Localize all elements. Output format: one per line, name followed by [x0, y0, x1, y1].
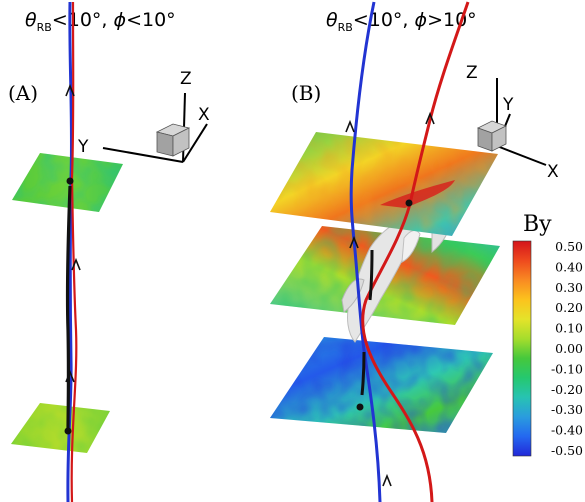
colorbar-tick-label: 0.00 — [555, 341, 583, 356]
colorbar-tick-label: -0.40 — [551, 423, 583, 438]
theta-symbol: θ — [25, 9, 37, 31]
theta-condition: <10°, — [353, 9, 415, 31]
colorbar-ramp — [512, 240, 532, 457]
panel-b-arrow-2 — [425, 111, 435, 125]
phi-condition: <10° — [126, 9, 176, 31]
panel-b-red-field-line — [361, 1, 470, 502]
phi-condition: >10° — [427, 9, 477, 31]
axis-label-z: Z — [180, 69, 192, 89]
colorbar: By 0.50 0.40 0.30 0.20 0.10 0.00 -0.10 -0.20 -0.… — [512, 212, 583, 458]
theta-subscript: RB — [37, 21, 52, 34]
panel-b-arrow-3 — [349, 235, 359, 249]
theta-symbol: θ — [326, 9, 338, 31]
phi-symbol: ϕ — [114, 9, 127, 31]
panel-b-label: (B) — [291, 81, 321, 105]
phi-symbol: ϕ — [415, 9, 428, 31]
panel-b-title: θRB<10°, ϕ>10° — [326, 9, 477, 34]
colorbar-tick-label: 0.20 — [555, 300, 583, 315]
panel-a-red-field-line — [70, 1, 78, 502]
panel-b-axes-triad: Z Y X — [466, 63, 559, 182]
panel-a-title: θRB<10°, ϕ<10° — [25, 9, 176, 34]
axis-label-y: Y — [502, 95, 514, 115]
panel-b-intersection-marker-top — [405, 199, 413, 207]
panel-a-intersection-marker-upper — [66, 177, 74, 185]
panel-b: (B) θRB<10°, ϕ>10° — [270, 1, 559, 502]
axis-label-x: X — [547, 162, 559, 182]
colorbar-tick-label: 0.10 — [555, 321, 583, 336]
colorbar-tick-label: -0.10 — [551, 361, 583, 376]
panel-b-black-field-line — [360, 249, 374, 396]
panel-a-arrow-upper — [65, 83, 75, 97]
panel-b-intersection-marker-bottom — [356, 403, 364, 411]
colorbar-tick-label: -0.50 — [551, 443, 583, 458]
panel-b-slice-top — [270, 132, 498, 236]
theta-subscript: RB — [338, 21, 353, 34]
panel-b-arrow-4 — [382, 473, 392, 487]
colorbar-title: By — [523, 212, 552, 237]
panel-b-arrow-1 — [345, 119, 355, 133]
panel-a-arrow-lower — [65, 369, 75, 383]
axis-label-y: Y — [77, 137, 89, 157]
panel-b-slice-bottom — [270, 337, 493, 433]
theta-condition: <10°, — [52, 9, 114, 31]
axis-label-x: X — [198, 105, 210, 125]
colorbar-tick-label: -0.20 — [551, 382, 583, 397]
colorbar-tick-label: 0.40 — [555, 259, 583, 274]
panel-a: (A) θRB<10°, ϕ<10° Z X — [8, 1, 210, 502]
panel-a-label: (A) — [8, 81, 38, 105]
panel-a-slice-lower — [11, 403, 110, 453]
colorbar-tick-label: -0.30 — [551, 402, 583, 417]
axis-label-z: Z — [466, 63, 478, 83]
panel-a-axes-triad: Z X Y — [77, 69, 210, 163]
panel-a-blue-field-line — [66, 1, 74, 502]
colorbar-tick-label: 0.50 — [555, 239, 583, 254]
colorbar-tick-label: 0.30 — [555, 280, 583, 295]
panel-a-black-field-line — [66, 185, 72, 432]
panel-a-intersection-marker-lower — [64, 427, 72, 435]
colorbar-tick-labels: 0.50 0.40 0.30 0.20 0.10 0.00 -0.10 -0.20 -0.30 -… — [551, 239, 583, 458]
panel-a-arrow-mid — [71, 257, 81, 271]
